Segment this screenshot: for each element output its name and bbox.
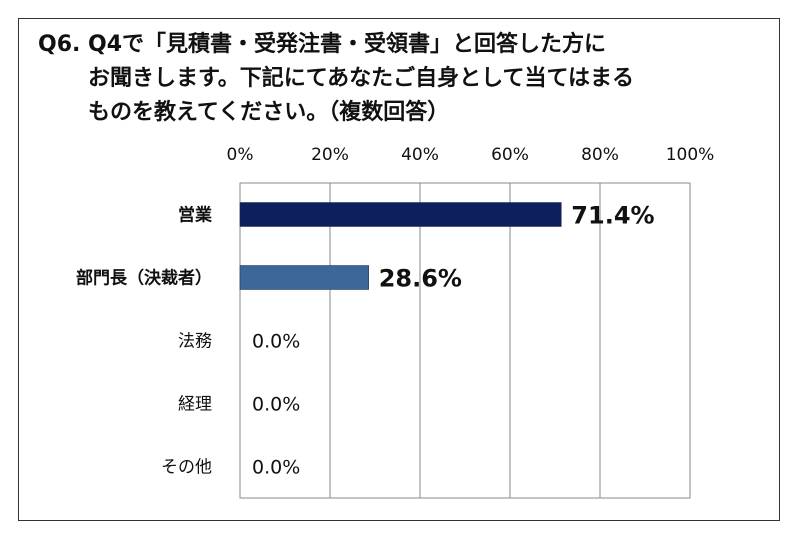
bar (239, 265, 369, 290)
category-label: その他 (161, 458, 212, 478)
x-tick-label: 0% (227, 145, 254, 165)
chart-title: Q6. Q4で「見積書・受発注書・受領書」と回答した方に お聞きします。下記にて… (38, 28, 738, 130)
category-label: 法務 (178, 332, 212, 352)
value-label: 0.0% (252, 457, 300, 479)
x-tick-label: 100% (666, 145, 715, 165)
title-line-3: ものを教えてください。（複数回答） (88, 100, 450, 125)
title-line-1: Q6. Q4で「見積書・受発注書・受領書」と回答した方に (38, 32, 607, 57)
value-label: 71.4% (571, 202, 654, 230)
bar (239, 202, 562, 227)
x-tick-label: 80% (581, 145, 619, 165)
value-label: 0.0% (252, 331, 300, 353)
x-tick-label: 60% (491, 145, 529, 165)
category-label: 経理 (178, 395, 212, 415)
plot-area-border (239, 182, 691, 499)
gridlines (239, 182, 691, 499)
category-label: 営業 (178, 205, 212, 226)
value-label: 0.0% (252, 394, 300, 416)
title-line-2: お聞きします。下記にてあなたご自身として当てはまる (88, 66, 635, 91)
bars (239, 202, 562, 290)
x-axis-ticks: 0% 20% 40% 60% 80% 100% (227, 145, 715, 165)
value-label: 28.6% (379, 265, 462, 293)
category-label: 部門長（決裁者） (76, 268, 212, 289)
x-tick-label: 40% (401, 145, 439, 165)
x-tick-label: 20% (311, 145, 349, 165)
chart-frame (18, 18, 780, 521)
value-labels: 71.4% 28.6% 0.0% 0.0% 0.0% (252, 202, 655, 479)
